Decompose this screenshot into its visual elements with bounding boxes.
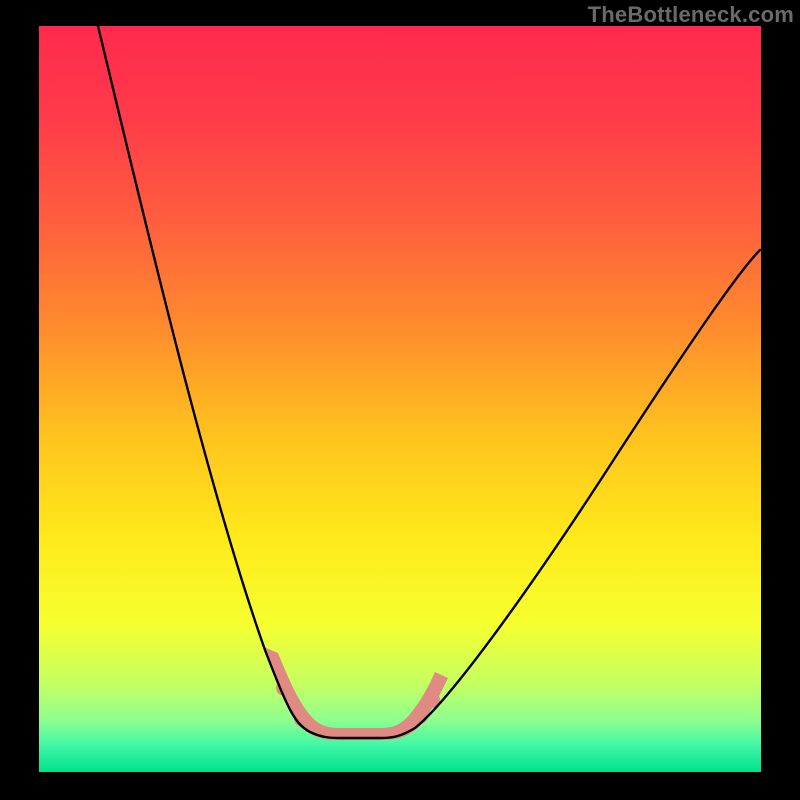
bottleneck-chart-svg <box>0 0 800 800</box>
chart-canvas: TheBottleneck.com <box>0 0 800 800</box>
watermark-text: TheBottleneck.com <box>588 2 794 28</box>
